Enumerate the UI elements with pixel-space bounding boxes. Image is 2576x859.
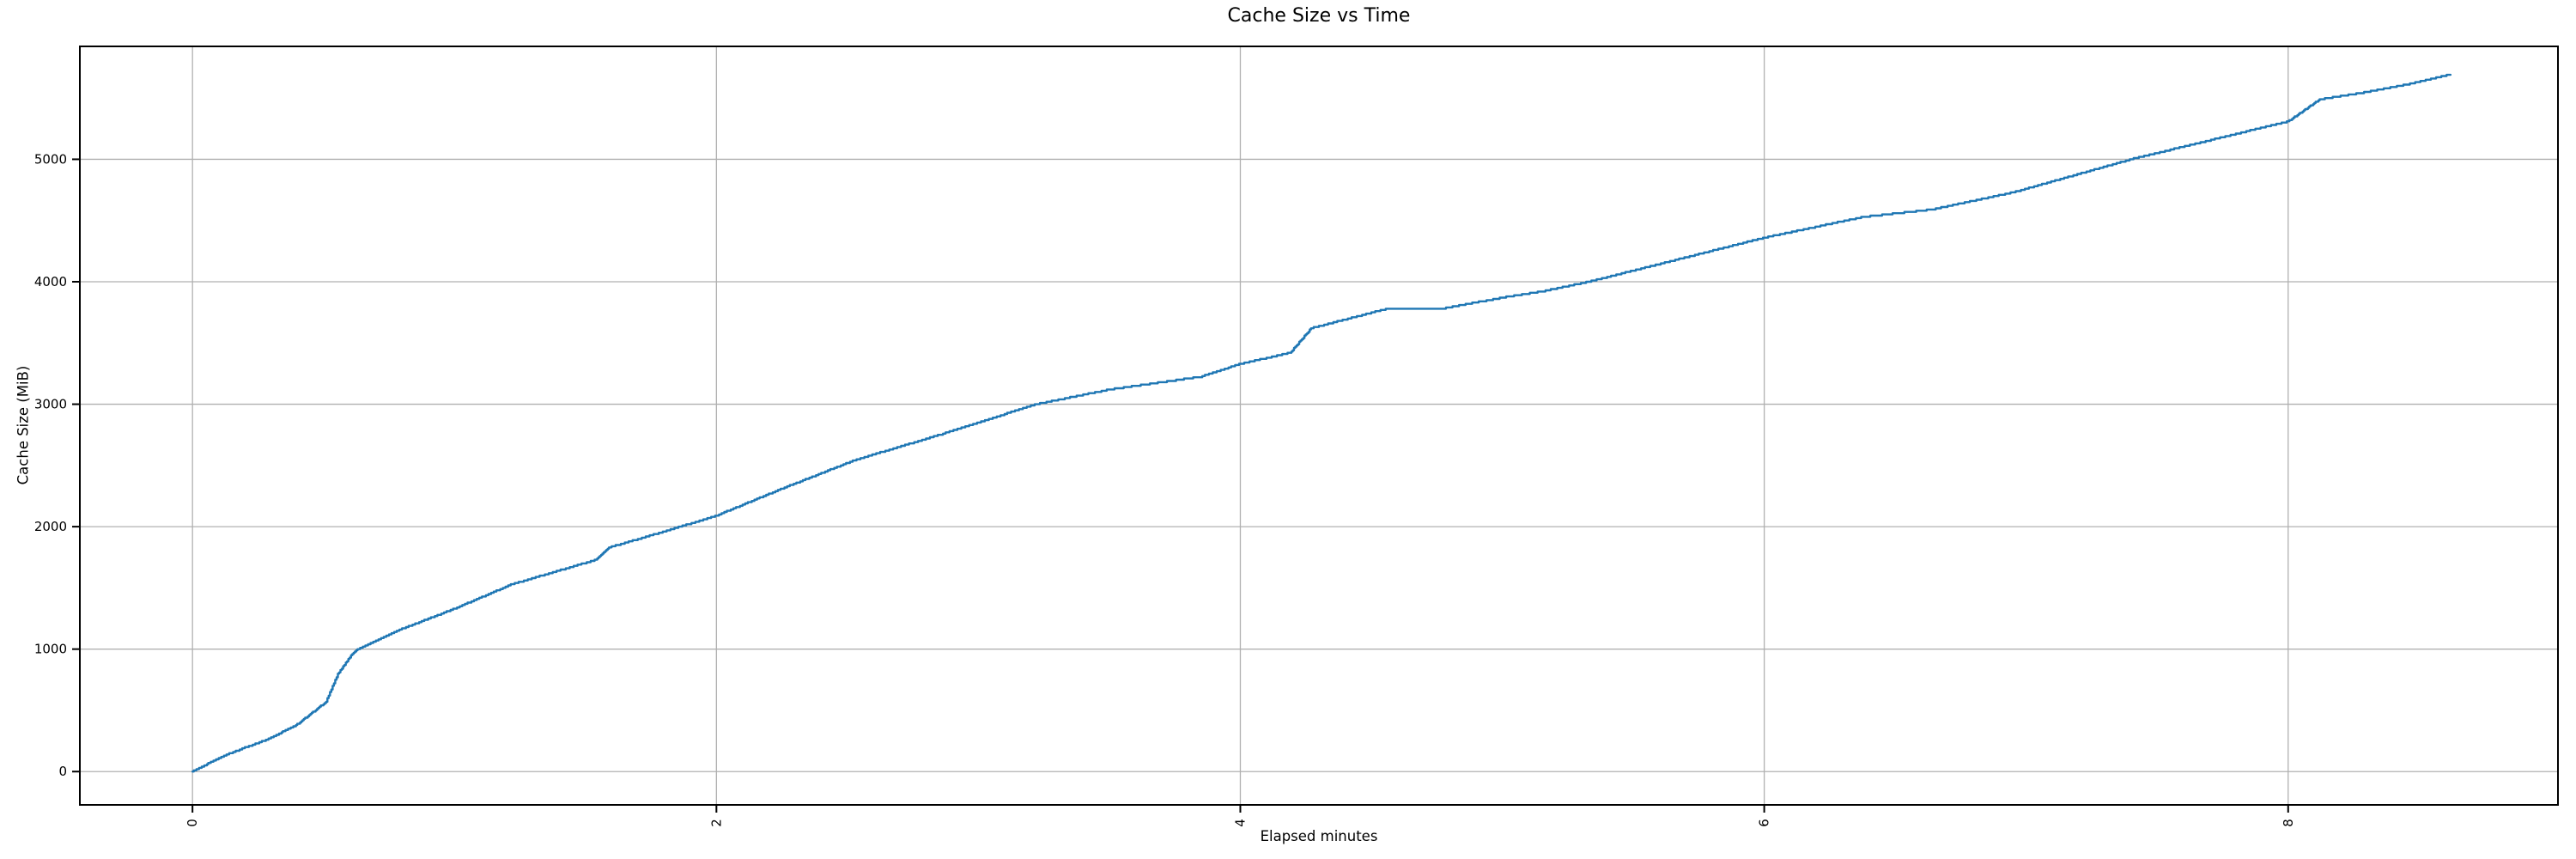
- cache-size-line: [191, 73, 2452, 773]
- y-tick-label: 3000: [34, 397, 67, 412]
- y-tick-label: 0: [58, 764, 67, 779]
- y-tick-label: 1000: [34, 642, 67, 657]
- x-tick-label: 6: [1757, 819, 1772, 827]
- x-axis-label: Elapsed minutes: [1260, 828, 1378, 844]
- y-tick-label: 5000: [34, 151, 67, 167]
- chart-title: Cache Size vs Time: [1227, 5, 1411, 27]
- plot-border: [79, 46, 2559, 806]
- x-tick-label: 0: [185, 819, 200, 827]
- x-tick-label: 2: [708, 819, 724, 827]
- y-tick-label: 4000: [34, 274, 67, 289]
- x-tick-label: 4: [1232, 819, 1248, 827]
- y-tick-label: 2000: [34, 519, 67, 534]
- x-tick-label: 8: [2281, 819, 2296, 827]
